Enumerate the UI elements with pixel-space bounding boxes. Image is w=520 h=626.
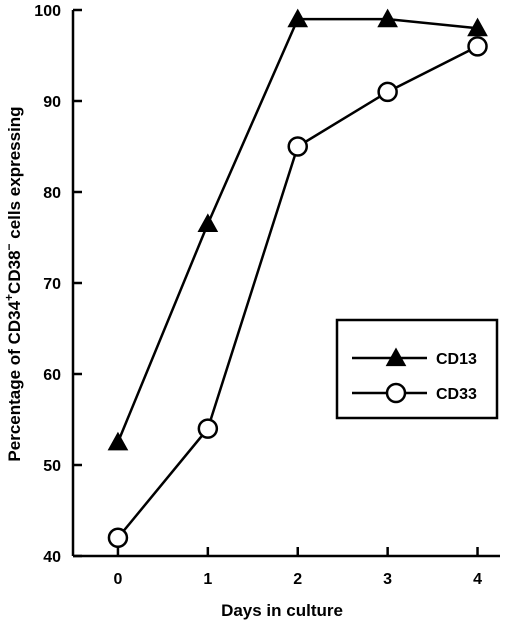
y-axis-title-part-2: CD38 bbox=[5, 250, 24, 293]
y-axis-title-part-3: cells expressing bbox=[5, 106, 24, 243]
legend-label-cd13: CD13 bbox=[436, 351, 477, 368]
point-cd13 bbox=[107, 431, 129, 451]
x-tick-label: 1 bbox=[203, 571, 212, 588]
y-tick-label: 50 bbox=[43, 458, 61, 475]
y-axis-title-sup-1: + bbox=[2, 294, 16, 301]
y-axis-title-sup-2: − bbox=[2, 243, 16, 250]
point-cd13 bbox=[467, 17, 488, 37]
plot-area: 40 50 60 70 80 90 100 0 1 2 3 4 CD13 CD33 bbox=[34, 3, 500, 588]
y-axis-title-part-1: Percentage of CD34 bbox=[5, 300, 24, 461]
point-cd13 bbox=[197, 213, 219, 232]
point-cd33 bbox=[287, 136, 308, 157]
point-cd33 bbox=[467, 36, 488, 57]
y-tick-label: 90 bbox=[43, 94, 61, 111]
y-tick-label: 100 bbox=[34, 3, 61, 20]
x-tick-label: 2 bbox=[293, 571, 302, 588]
point-cd33 bbox=[107, 527, 129, 549]
y-tick-label: 80 bbox=[43, 185, 61, 202]
legend-circle-icon bbox=[385, 382, 407, 404]
point-cd33 bbox=[197, 418, 219, 439]
legend-triangle-icon bbox=[385, 347, 407, 367]
series-line-cd33 bbox=[116, 45, 479, 539]
y-tick-label: 70 bbox=[43, 276, 61, 293]
y-axis-title: Percentage of CD34+CD38− cells expressin… bbox=[2, 106, 24, 461]
legend-box bbox=[335, 318, 499, 420]
point-cd13 bbox=[287, 8, 309, 28]
point-cd13 bbox=[377, 8, 398, 28]
x-tick-label: 3 bbox=[383, 571, 392, 588]
x-tick-label: 4 bbox=[473, 571, 482, 588]
y-tick-label: 60 bbox=[43, 367, 61, 384]
y-tick-label: 40 bbox=[43, 549, 61, 566]
x-tick-label: 0 bbox=[113, 571, 122, 588]
point-cd33 bbox=[377, 81, 398, 103]
x-axis-title: Days in culture bbox=[221, 601, 343, 620]
legend-label-cd33: CD33 bbox=[436, 386, 477, 403]
